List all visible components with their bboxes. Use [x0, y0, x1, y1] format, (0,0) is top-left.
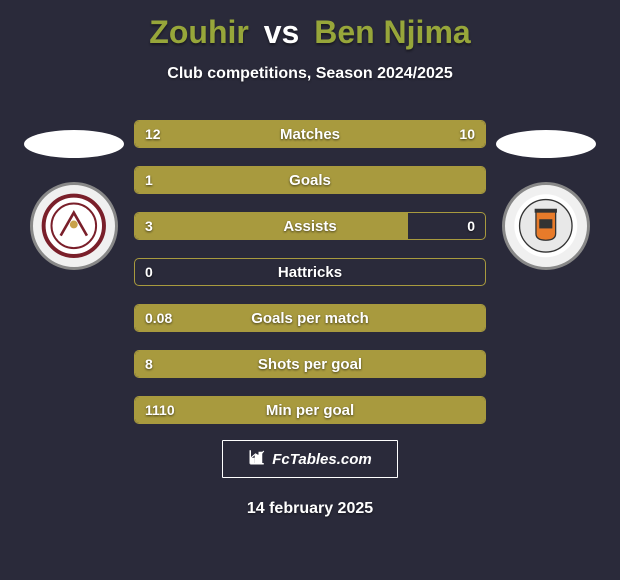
ajman-club-logo [502, 182, 590, 270]
stat-row: 1Goals [134, 166, 486, 194]
stat-row: 1210Matches [134, 120, 486, 148]
player1-name: Zouhir [149, 14, 249, 50]
stat-row: 1110Min per goal [134, 396, 486, 424]
stat-label: Goals [135, 167, 485, 193]
stat-label: Hattricks [135, 259, 485, 285]
stat-row: 30Assists [134, 212, 486, 240]
page-title: Zouhir vs Ben Njima [0, 0, 620, 51]
brand-text: FcTables.com [272, 451, 371, 468]
player2-name: Ben Njima [314, 14, 470, 50]
stat-row: 8Shots per goal [134, 350, 486, 378]
al-wahda-logo [30, 182, 118, 270]
footer-date: 14 february 2025 [0, 500, 620, 518]
stats-area: 1210Matches 1Goals 30Assists 0Hattricks 0.08… [0, 120, 620, 424]
brand-box[interactable]: FcTables.com [222, 440, 398, 478]
right-column [486, 120, 606, 424]
stat-label: Assists [135, 213, 485, 239]
stat-label: Min per goal [135, 397, 485, 423]
chart-icon [248, 448, 266, 470]
stat-bars: 1210Matches 1Goals 30Assists 0Hattricks 0.08… [134, 120, 486, 424]
player2-photo-placeholder [496, 130, 596, 158]
stat-row: 0Hattricks [134, 258, 486, 286]
stat-label: Shots per goal [135, 351, 485, 377]
player1-photo-placeholder [24, 130, 124, 158]
stat-label: Goals per match [135, 305, 485, 331]
vs-text: vs [264, 14, 300, 50]
stat-row: 0.08Goals per match [134, 304, 486, 332]
stat-label: Matches [135, 121, 485, 147]
left-column [14, 120, 134, 424]
subtitle: Club competitions, Season 2024/2025 [0, 65, 620, 83]
